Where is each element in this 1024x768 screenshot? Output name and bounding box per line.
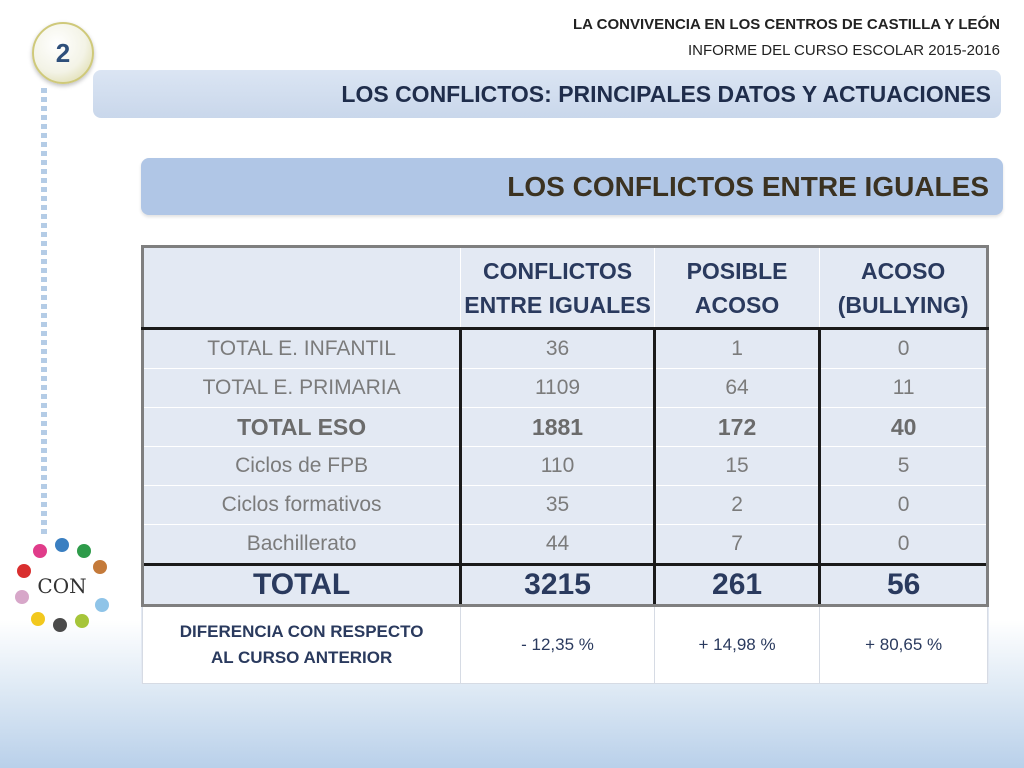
section-bar: LOS CONFLICTOS: PRINCIPALES DATOS Y ACTU… — [93, 70, 1001, 118]
header-line: CONFLICTOS — [482, 257, 633, 284]
cell-conflictos: 35 — [459, 485, 655, 525]
difference-conflictos: - 12,35 % — [460, 605, 655, 684]
header-line: ENTRE IGUALES — [464, 291, 651, 318]
cell-acoso: 5 — [818, 446, 989, 486]
cell-conflictos: 110 — [459, 446, 655, 486]
page-number-badge: 2 — [32, 22, 94, 84]
table-row: TOTAL E. INFANTIL 36 1 0 — [140, 328, 989, 369]
slide-title: LOS CONFLICTOS ENTRE IGUALES — [507, 170, 989, 202]
header-posible-acoso: POSIBLE ACOSO — [653, 245, 821, 330]
section-title: LOS CONFLICTOS: PRINCIPALES DATOS Y ACTU… — [341, 80, 991, 107]
total-acoso: 56 — [818, 563, 989, 607]
difference-label-line: DIFERENCIA CON RESPECTO — [179, 622, 424, 641]
cell-posible-acoso: 172 — [652, 407, 821, 447]
row-label: TOTAL ESO — [140, 407, 462, 447]
header-line: POSIBLE — [686, 257, 788, 284]
logo-text: CON — [37, 574, 86, 598]
report-title: LA CONVIVENCIA EN LOS CENTROS DE CASTILL… — [573, 16, 1000, 33]
row-label: Bachillerato — [140, 524, 462, 565]
logo-figures — [15, 538, 109, 632]
cell-posible-acoso: 1 — [652, 328, 821, 369]
total-row: TOTAL 3215 261 56 — [140, 563, 989, 607]
page-number: 2 — [55, 37, 71, 68]
table-row: TOTAL E. PRIMARIA 1109 64 11 — [140, 368, 989, 408]
cell-acoso: 0 — [818, 485, 989, 525]
row-label: TOTAL E. PRIMARIA — [140, 368, 462, 408]
table-row: TOTAL ESO 1881 172 40 — [140, 407, 989, 447]
cell-posible-acoso: 7 — [652, 524, 821, 565]
cell-conflictos: 36 — [459, 328, 655, 369]
report-subtitle: INFORME DEL CURSO ESCOLAR 2015-2016 — [687, 42, 1000, 59]
cell-conflictos: 1109 — [459, 368, 655, 408]
convivencia-logo: CON — [15, 538, 109, 632]
table-header-row: CONFLICTOS ENTRE IGUALES POSIBLE ACOSO A… — [140, 245, 989, 330]
row-label: TOTAL E. INFANTIL — [140, 328, 462, 369]
difference-posible-acoso: + 14,98 % — [653, 605, 821, 684]
conflicts-table: CONFLICTOS ENTRE IGUALES POSIBLE ACOSO A… — [140, 245, 989, 684]
cell-acoso: 11 — [818, 368, 989, 408]
difference-row: DIFERENCIA CON RESPECTO AL CURSO ANTERIO… — [141, 605, 988, 684]
cell-acoso: 40 — [818, 407, 989, 447]
cell-conflictos: 44 — [459, 524, 655, 565]
total-posible-acoso: 261 — [652, 563, 821, 607]
header-line: ACOSO — [694, 291, 780, 318]
cell-acoso: 0 — [818, 524, 989, 565]
slide-title-bar: LOS CONFLICTOS ENTRE IGUALES — [141, 158, 1003, 215]
header-line: ACOSO — [860, 257, 946, 284]
cell-posible-acoso: 64 — [652, 368, 821, 408]
total-conflictos: 3215 — [459, 563, 655, 607]
difference-label-line: AL CURSO ANTERIOR — [210, 648, 393, 667]
header-line: (BULLYING) — [837, 291, 969, 318]
table-row: Ciclos formativos 35 2 0 — [140, 485, 989, 525]
difference-label: DIFERENCIA CON RESPECTO AL CURSO ANTERIO… — [141, 605, 462, 684]
cell-acoso: 0 — [818, 328, 989, 369]
header-acoso: ACOSO (BULLYING) — [819, 245, 989, 330]
table-row: Bachillerato 44 7 0 — [140, 524, 989, 565]
table-row: Ciclos de FPB 110 15 5 — [140, 446, 989, 486]
difference-acoso: + 80,65 % — [819, 605, 988, 684]
header-empty-cell — [140, 245, 462, 330]
total-label: TOTAL — [140, 563, 462, 607]
cell-posible-acoso: 2 — [652, 485, 821, 525]
row-label: Ciclos de FPB — [140, 446, 462, 486]
cell-posible-acoso: 15 — [652, 446, 821, 486]
header-conflictos: CONFLICTOS ENTRE IGUALES — [460, 245, 655, 330]
dotted-divider — [41, 88, 47, 538]
cell-conflictos: 1881 — [459, 407, 655, 447]
row-label: Ciclos formativos — [140, 485, 462, 525]
